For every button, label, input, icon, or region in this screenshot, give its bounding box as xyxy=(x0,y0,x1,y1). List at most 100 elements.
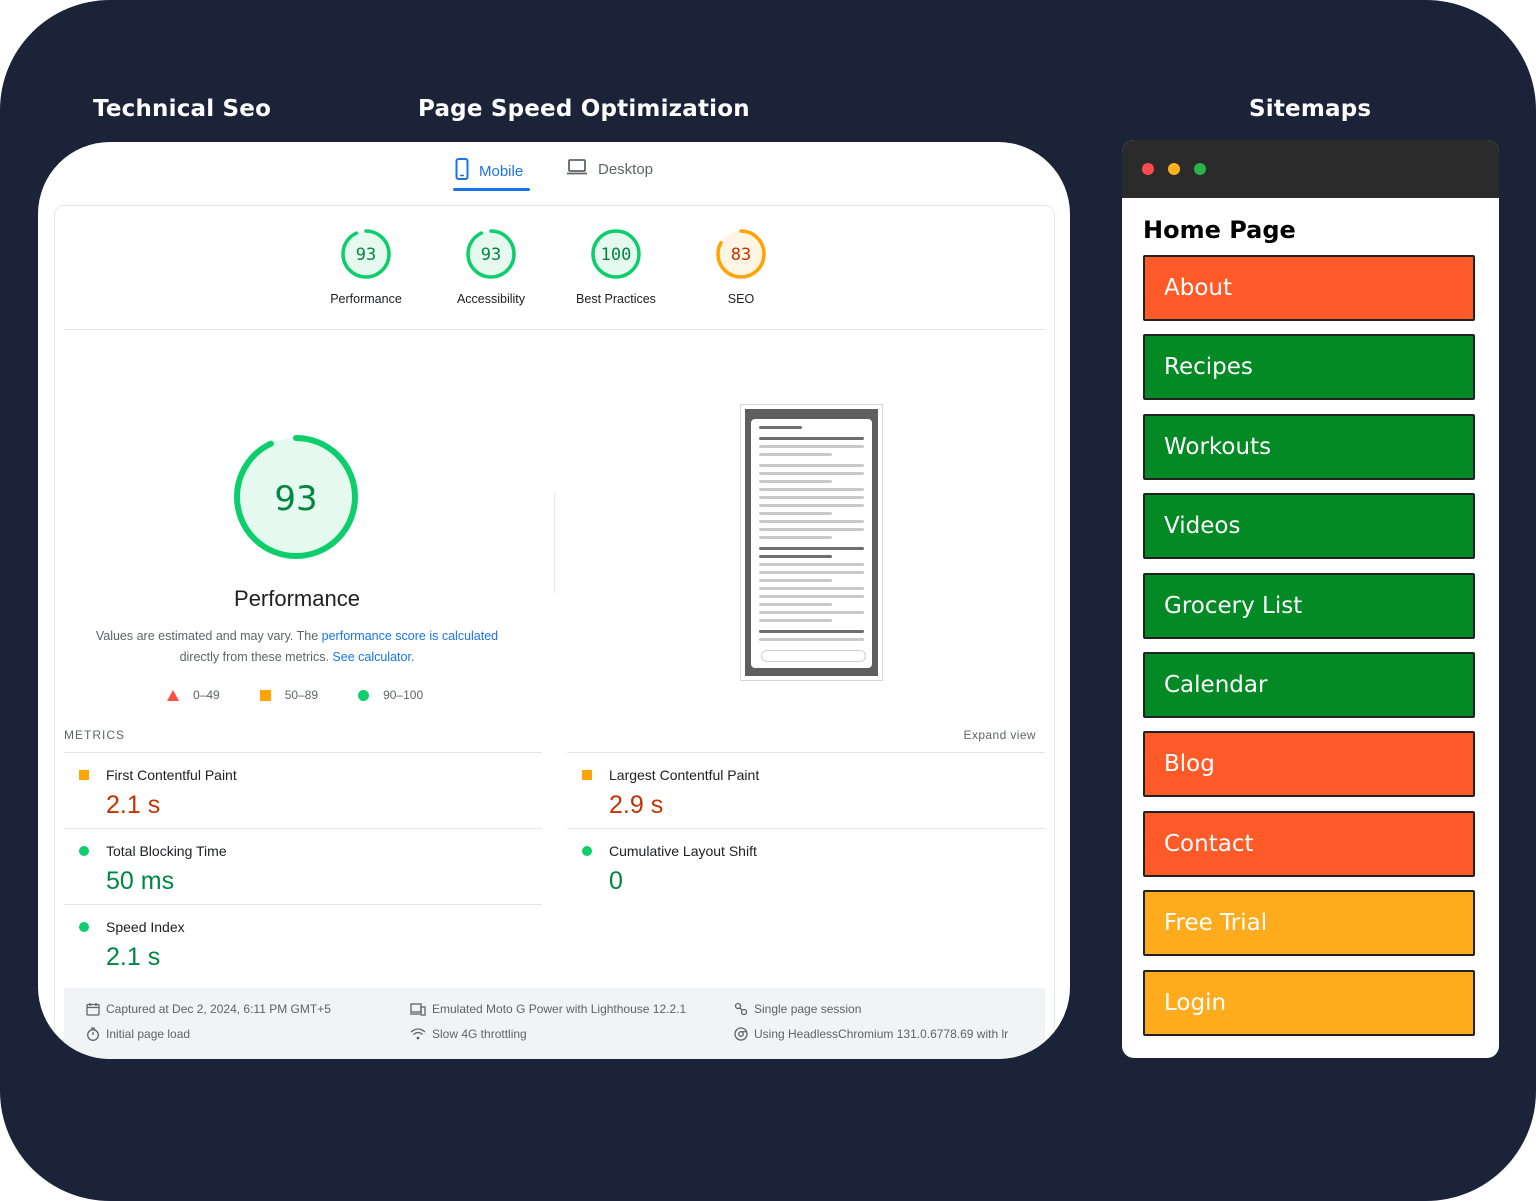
score-legend: 0–49 50–89 90–100 xyxy=(167,688,463,702)
sitemaps-heading: Sitemaps xyxy=(1249,96,1372,122)
metric-name: Speed Index xyxy=(106,919,185,935)
sitemap-item-label: Grocery List xyxy=(1164,592,1303,619)
gauge-ring: 93 xyxy=(341,229,391,279)
legend-item-pass: 90–100 xyxy=(358,688,423,702)
pagespeed-report-card: Mobile Desktop 93 Performance xyxy=(38,142,1070,1059)
sitemap-item-recipes[interactable]: Recipes xyxy=(1143,334,1475,401)
tab-desktop-label: Desktop xyxy=(598,160,654,178)
footer-captured: Captured at Dec 2, 2024, 6:11 PM GMT+5 xyxy=(86,1002,331,1016)
metric-value: 2.1 s xyxy=(106,791,161,819)
sitemap-item-about[interactable]: About xyxy=(1143,255,1475,321)
desc-middle: directly from these metrics. xyxy=(179,650,333,664)
final-screenshot-thumbnail[interactable] xyxy=(740,404,883,681)
sitemap-item-label: Contact xyxy=(1164,830,1254,857)
legend-label: 0–49 xyxy=(193,688,220,702)
metric-value: 0 xyxy=(609,867,623,895)
sitemap-item-contact[interactable]: Contact xyxy=(1143,810,1475,877)
gauge-score: 93 xyxy=(481,245,501,265)
footer-session: Single page session xyxy=(734,1002,861,1016)
metric-value: 2.1 s xyxy=(106,943,161,971)
footer-text: Using HeadlessChromium 131.0.6778.69 wit… xyxy=(754,1027,1009,1041)
legend-item-average: 50–89 xyxy=(259,688,319,702)
metric-first-contentful-paint: First Contentful Paint 2.1 s xyxy=(64,752,542,829)
footer-browser: Using HeadlessChromium 131.0.6778.69 wit… xyxy=(734,1027,1008,1041)
sitemap-item-blog[interactable]: Blog xyxy=(1143,731,1475,798)
metric-value: 50 ms xyxy=(106,867,175,895)
sitemap-item-label: Videos xyxy=(1164,513,1241,540)
gauge-label: Performance xyxy=(330,292,402,306)
section-divider xyxy=(554,493,555,593)
gauge-seo[interactable]: 83 SEO xyxy=(686,228,796,306)
metric-largest-contentful-paint: Largest Contentful Paint 2.9 s xyxy=(567,752,1045,829)
footer-text: Slow 4G throttling xyxy=(432,1027,527,1041)
device-tabs: Mobile Desktop xyxy=(38,142,1070,202)
metric-name: First Contentful Paint xyxy=(106,767,237,783)
metric-name: Cumulative Layout Shift xyxy=(609,843,757,859)
maximize-window-dot-icon[interactable] xyxy=(1194,163,1206,175)
gauge-best-practices[interactable]: 100 Best Practices xyxy=(561,228,671,306)
legend-label: 50–89 xyxy=(284,688,319,702)
sitemap-item-label: About xyxy=(1164,275,1233,301)
legend-item-fail: 0–49 xyxy=(167,688,220,702)
score-gauges: 93 Performance 93 Accessibility 100 xyxy=(55,206,1054,329)
tab-mobile-label: Mobile xyxy=(479,162,524,180)
green-circle-icon xyxy=(79,922,89,932)
active-tab-indicator xyxy=(453,188,530,191)
expand-view-toggle[interactable]: Expand view xyxy=(963,728,1036,742)
sitemap-item-grocery-list[interactable]: Grocery List xyxy=(1143,572,1475,639)
metric-value: 2.9 s xyxy=(609,791,664,819)
sitemap-item-free-trial[interactable]: Free Trial xyxy=(1143,890,1475,957)
sitemap-item-label: Free Trial xyxy=(1164,910,1268,937)
metric-cumulative-layout-shift: Cumulative Layout Shift 0 xyxy=(567,828,1045,905)
session-icon xyxy=(734,1002,748,1016)
gauge-score: 100 xyxy=(601,245,632,265)
green-circle-icon xyxy=(358,689,370,701)
green-circle-icon xyxy=(79,846,89,856)
gauge-label: Accessibility xyxy=(456,292,526,306)
footer-device: Emulated Moto G Power with Lighthouse 12… xyxy=(410,1002,686,1016)
wifi-icon xyxy=(410,1028,426,1040)
gauge-score: 83 xyxy=(731,245,751,265)
footer-initial-load: Initial page load xyxy=(86,1027,190,1041)
gauge-ring: 100 xyxy=(591,229,641,279)
legend-label: 90–100 xyxy=(383,688,424,702)
sitemap-item-label: Blog xyxy=(1164,751,1215,778)
footer-throttling: Slow 4G throttling xyxy=(410,1027,527,1041)
gauge-accessibility[interactable]: 93 Accessibility xyxy=(436,228,546,306)
devices-icon xyxy=(410,1003,426,1016)
metric-name: Largest Contentful Paint xyxy=(609,767,760,783)
sitemap-item-label: Recipes xyxy=(1164,354,1253,381)
see-calculator-link[interactable]: See calculator. xyxy=(332,650,415,664)
tab-desktop[interactable]: Desktop xyxy=(566,158,653,180)
performance-score-link[interactable]: performance score is calculated xyxy=(321,629,499,643)
gauge-label: Best Practices xyxy=(576,292,656,306)
performance-description: Values are estimated and may vary. The p… xyxy=(75,626,519,668)
sitemap-window: Home Page About Recipes Workouts Videos Groc… xyxy=(1122,140,1499,1058)
chrome-icon xyxy=(734,1027,748,1041)
sitemap-item-videos[interactable]: Videos xyxy=(1143,493,1475,560)
sitemap-item-login[interactable]: Login xyxy=(1143,969,1475,1036)
technical-seo-heading: Technical Seo xyxy=(93,96,272,122)
timer-icon xyxy=(87,1027,99,1041)
close-window-dot-icon[interactable] xyxy=(1142,163,1154,175)
tab-mobile[interactable]: Mobile xyxy=(455,158,523,184)
metric-total-blocking-time: Total Blocking Time 50 ms xyxy=(64,828,542,905)
gauge-performance[interactable]: 93 Performance xyxy=(311,228,421,306)
green-circle-icon xyxy=(582,846,592,856)
performance-title: Performance xyxy=(234,586,360,611)
gauge-ring: 93 xyxy=(466,229,516,279)
home-page-title: Home Page xyxy=(1143,216,1296,244)
sitemap-item-workouts[interactable]: Workouts xyxy=(1143,413,1475,480)
sitemap-item-label: Workouts xyxy=(1164,433,1272,460)
laptop-icon xyxy=(566,158,588,180)
screenshot-content xyxy=(751,419,872,668)
mobile-phone-icon xyxy=(455,158,469,184)
window-titlebar xyxy=(1122,140,1499,198)
minimize-window-dot-icon[interactable] xyxy=(1168,163,1180,175)
desc-prefix: Values are estimated and may vary. The xyxy=(95,629,322,643)
orange-square-icon xyxy=(582,770,592,780)
sitemap-item-calendar[interactable]: Calendar xyxy=(1143,652,1475,718)
orange-square-icon xyxy=(259,689,271,701)
orange-square-icon xyxy=(79,770,89,780)
